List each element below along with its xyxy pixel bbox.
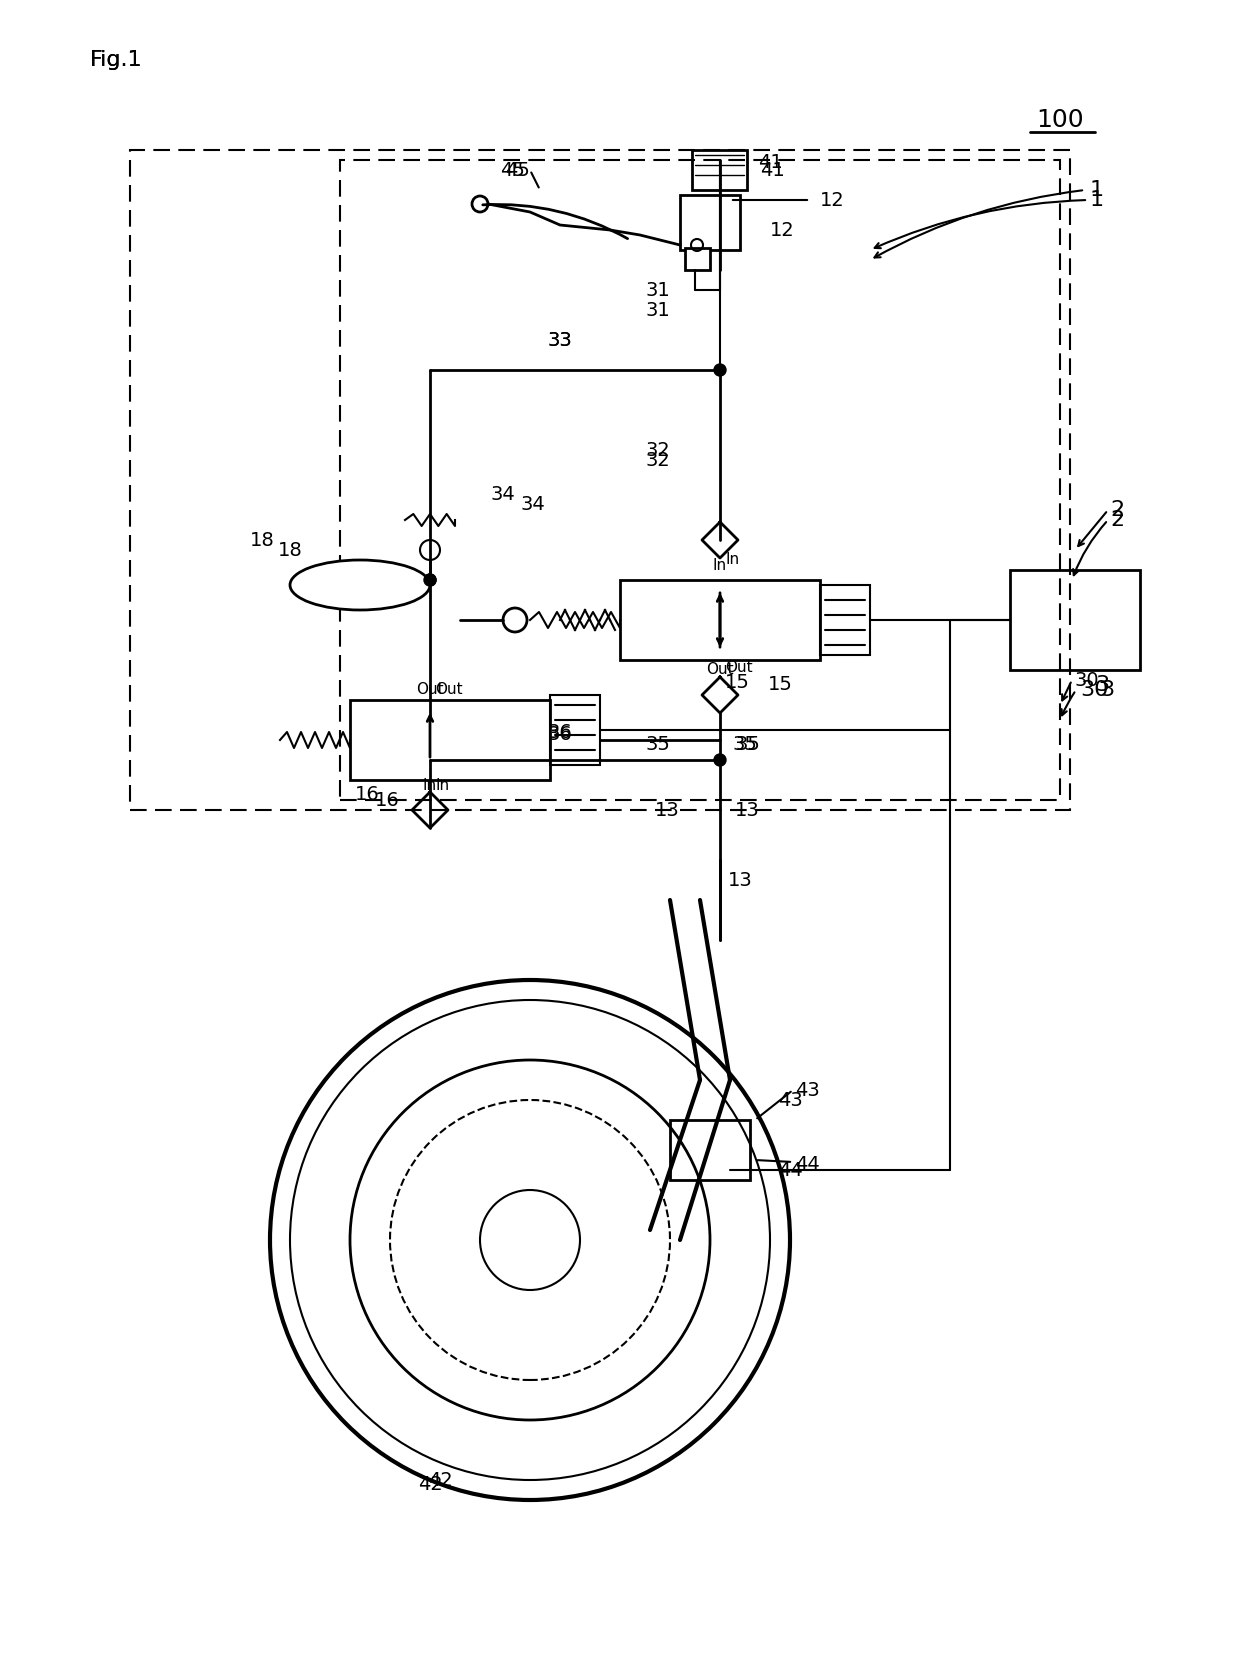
Bar bbox=[620, 580, 820, 660]
Text: 36: 36 bbox=[548, 726, 573, 744]
Text: In: In bbox=[713, 558, 727, 573]
Text: 31: 31 bbox=[645, 301, 670, 319]
Text: 45: 45 bbox=[500, 161, 525, 180]
Text: 18: 18 bbox=[278, 541, 303, 559]
Circle shape bbox=[714, 365, 725, 376]
Bar bbox=[551, 696, 600, 764]
Circle shape bbox=[424, 575, 436, 586]
Text: Fig.1: Fig.1 bbox=[91, 50, 143, 71]
Text: Out: Out bbox=[725, 660, 753, 674]
Text: 32: 32 bbox=[645, 440, 670, 460]
Text: Fig.1: Fig.1 bbox=[91, 50, 143, 71]
Text: 30: 30 bbox=[1080, 680, 1109, 701]
Text: 3: 3 bbox=[1100, 680, 1114, 701]
Bar bbox=[680, 195, 740, 250]
Text: 2: 2 bbox=[1110, 511, 1125, 529]
Text: 41: 41 bbox=[758, 153, 782, 171]
Ellipse shape bbox=[290, 559, 430, 610]
Text: 16: 16 bbox=[355, 786, 379, 805]
Bar bbox=[340, 160, 1060, 800]
Text: 1: 1 bbox=[1090, 190, 1104, 210]
Text: 35: 35 bbox=[645, 736, 670, 754]
Text: 18: 18 bbox=[250, 531, 275, 549]
Bar bbox=[820, 585, 870, 655]
Text: 16: 16 bbox=[376, 791, 401, 810]
Text: 33: 33 bbox=[548, 331, 573, 349]
Text: 30: 30 bbox=[1075, 670, 1100, 689]
Text: 12: 12 bbox=[820, 190, 844, 210]
Text: Out: Out bbox=[707, 662, 734, 677]
Text: 42: 42 bbox=[428, 1470, 453, 1490]
Text: 33: 33 bbox=[548, 331, 573, 349]
Text: 35: 35 bbox=[735, 736, 760, 754]
Text: 42: 42 bbox=[418, 1475, 443, 1495]
Text: 31: 31 bbox=[645, 281, 670, 299]
Text: 41: 41 bbox=[760, 161, 785, 180]
Text: 3: 3 bbox=[1095, 675, 1109, 696]
Text: 34: 34 bbox=[520, 496, 544, 514]
Text: 45: 45 bbox=[505, 161, 529, 180]
Text: 1: 1 bbox=[1090, 180, 1104, 200]
Text: 35: 35 bbox=[733, 736, 758, 754]
Text: 44: 44 bbox=[777, 1161, 802, 1179]
Text: 32: 32 bbox=[645, 450, 670, 469]
Bar bbox=[1011, 570, 1140, 670]
Text: Out: Out bbox=[417, 682, 444, 697]
Text: 2: 2 bbox=[1110, 501, 1125, 521]
Text: 100: 100 bbox=[1037, 108, 1084, 133]
Circle shape bbox=[714, 754, 725, 766]
Bar bbox=[692, 150, 746, 190]
Text: 36: 36 bbox=[548, 722, 573, 741]
Text: 12: 12 bbox=[770, 220, 795, 240]
Bar bbox=[670, 1121, 750, 1179]
Text: 13: 13 bbox=[735, 800, 760, 820]
Text: In: In bbox=[435, 778, 449, 793]
Bar bbox=[130, 150, 1070, 810]
Text: 13: 13 bbox=[728, 870, 753, 889]
Bar bbox=[350, 701, 551, 780]
Text: In: In bbox=[423, 778, 436, 793]
Text: 15: 15 bbox=[768, 675, 792, 694]
Bar bbox=[684, 249, 711, 270]
Text: In: In bbox=[725, 553, 739, 568]
Text: 43: 43 bbox=[795, 1080, 820, 1099]
Circle shape bbox=[424, 575, 436, 586]
Text: 34: 34 bbox=[490, 486, 515, 504]
Text: Out: Out bbox=[435, 682, 463, 697]
Text: 44: 44 bbox=[795, 1156, 820, 1174]
Text: 13: 13 bbox=[655, 800, 680, 820]
Text: 15: 15 bbox=[725, 672, 750, 692]
Text: 43: 43 bbox=[777, 1090, 802, 1109]
